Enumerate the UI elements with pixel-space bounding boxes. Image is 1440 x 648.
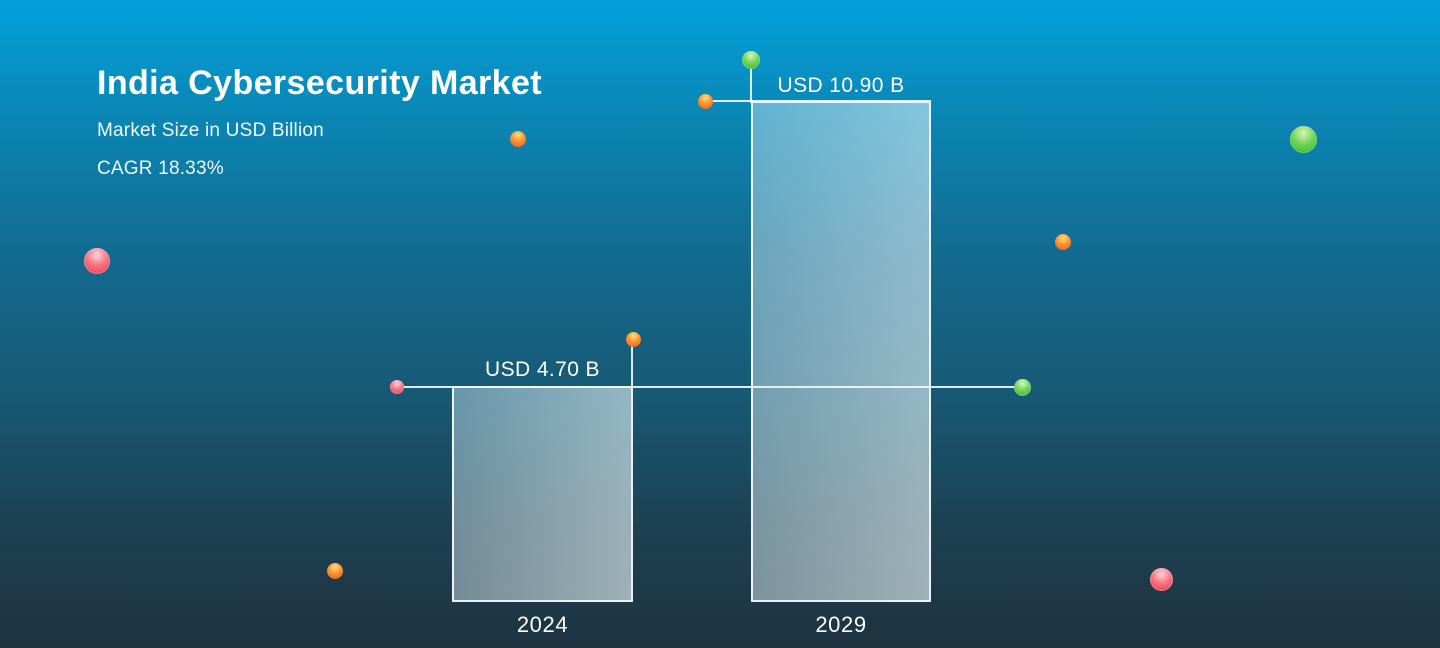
decor-dot-orange-bottom-left: [327, 563, 343, 579]
axis-label-2024: 2024: [516, 612, 569, 637]
marker-dot-2024-line-right: [1014, 379, 1031, 396]
marker-dot-2024-vertical-top: [626, 332, 641, 347]
value-label-2029: USD 10.90 B: [777, 74, 905, 97]
decor-dot-orange-top-center: [510, 131, 526, 147]
marker-dot-2029-vertical-top: [742, 51, 760, 69]
decor-dot-orange-right: [1055, 234, 1071, 250]
marker-dot-2024-line-left: [390, 380, 404, 394]
leader-line-2024-horizontal: [397, 386, 1022, 388]
page-title: India Cybersecurity Market: [97, 64, 543, 102]
bar-2029: [751, 101, 931, 602]
chart-subtitle: Market Size in USD Billion: [97, 120, 324, 141]
leader-line-2024-vertical: [631, 339, 633, 389]
value-label-2024: USD 4.70 B: [485, 358, 600, 381]
decor-dot-green-large-right: [1290, 126, 1317, 153]
leader-line-2029-horizontal: [705, 100, 931, 102]
decor-dot-red-bottom-right: [1150, 568, 1173, 591]
cagr-annotation: CAGR 18.33%: [97, 158, 224, 179]
decor-dot-red-large-left: [84, 248, 110, 274]
axis-label-2029: 2029: [815, 612, 867, 637]
marker-dot-2029-line-left: [698, 94, 713, 109]
bar-2024: [452, 386, 633, 602]
leader-line-2029-vertical: [750, 60, 752, 103]
